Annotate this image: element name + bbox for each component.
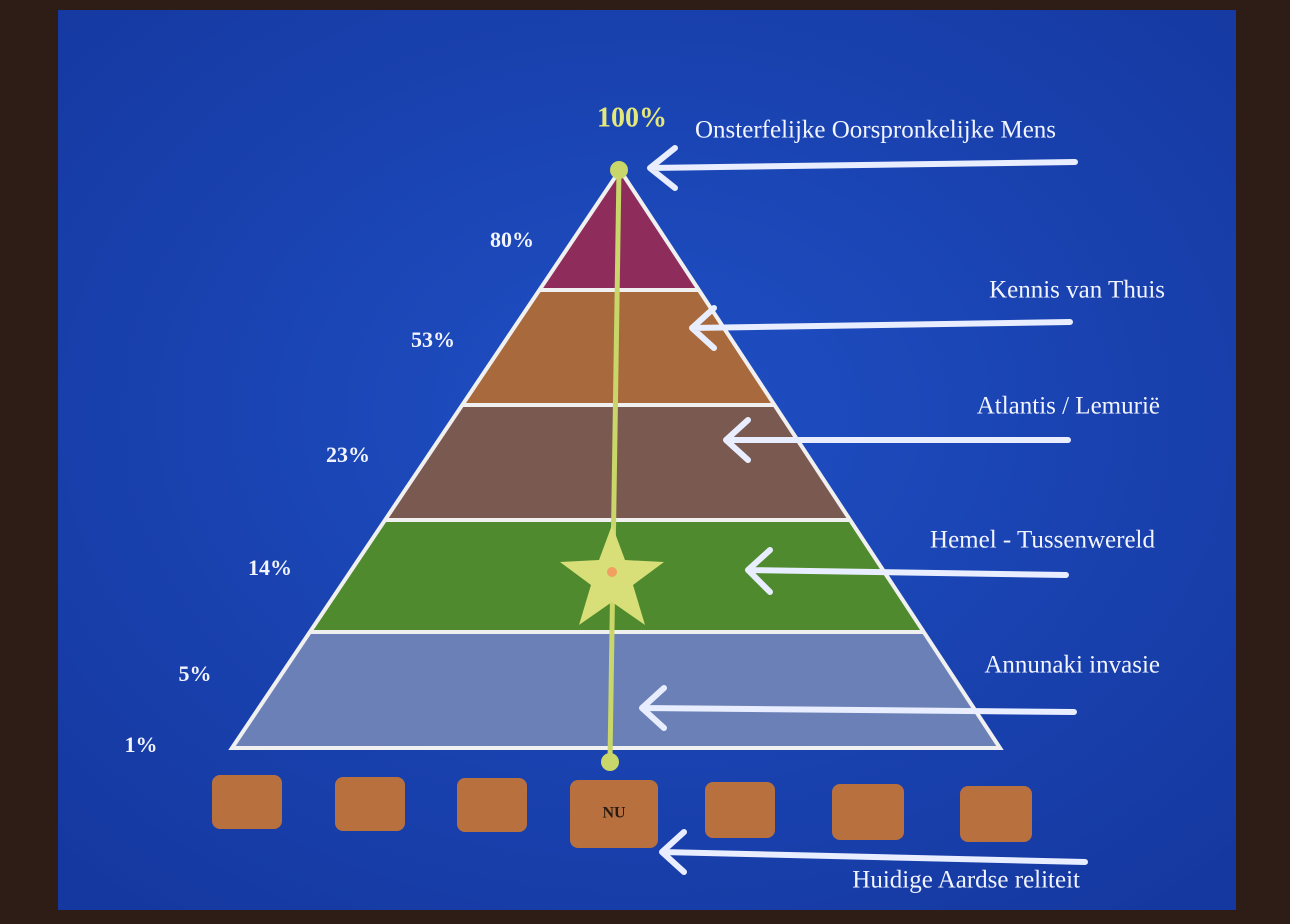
percent: 80% xyxy=(490,227,534,252)
level-label: Atlantis / Lemurië xyxy=(977,393,1160,420)
level-label: Onsterfelijke Oorspronkelijke Mens xyxy=(695,117,1056,144)
level-label: Hemel - Tussenwereld xyxy=(930,527,1155,554)
star-center xyxy=(607,567,617,577)
percent: 23% xyxy=(326,442,370,467)
time-box xyxy=(832,784,904,840)
timeline-label: Huidige Aardse reliteit xyxy=(852,867,1080,894)
percent: 5% xyxy=(179,661,212,686)
level-label: Kennis van Thuis xyxy=(989,277,1165,304)
time-box xyxy=(960,786,1032,842)
percent: 100% xyxy=(597,102,667,133)
axis-dot xyxy=(610,161,628,179)
time-box xyxy=(705,782,775,838)
slide-photo: 100% 80% 53% 23% 14% 5% 1% Onsterfelijke… xyxy=(0,0,1290,924)
band xyxy=(232,632,1000,748)
time-box xyxy=(457,778,527,832)
time-box xyxy=(212,775,282,829)
percent: 53% xyxy=(411,327,455,352)
level-label: Annunaki invasie xyxy=(984,652,1160,679)
percent: 14% xyxy=(248,555,292,580)
now-label: NU xyxy=(602,805,626,822)
time-box xyxy=(335,777,405,831)
percent: 1% xyxy=(125,732,158,757)
axis-dot xyxy=(601,753,619,771)
